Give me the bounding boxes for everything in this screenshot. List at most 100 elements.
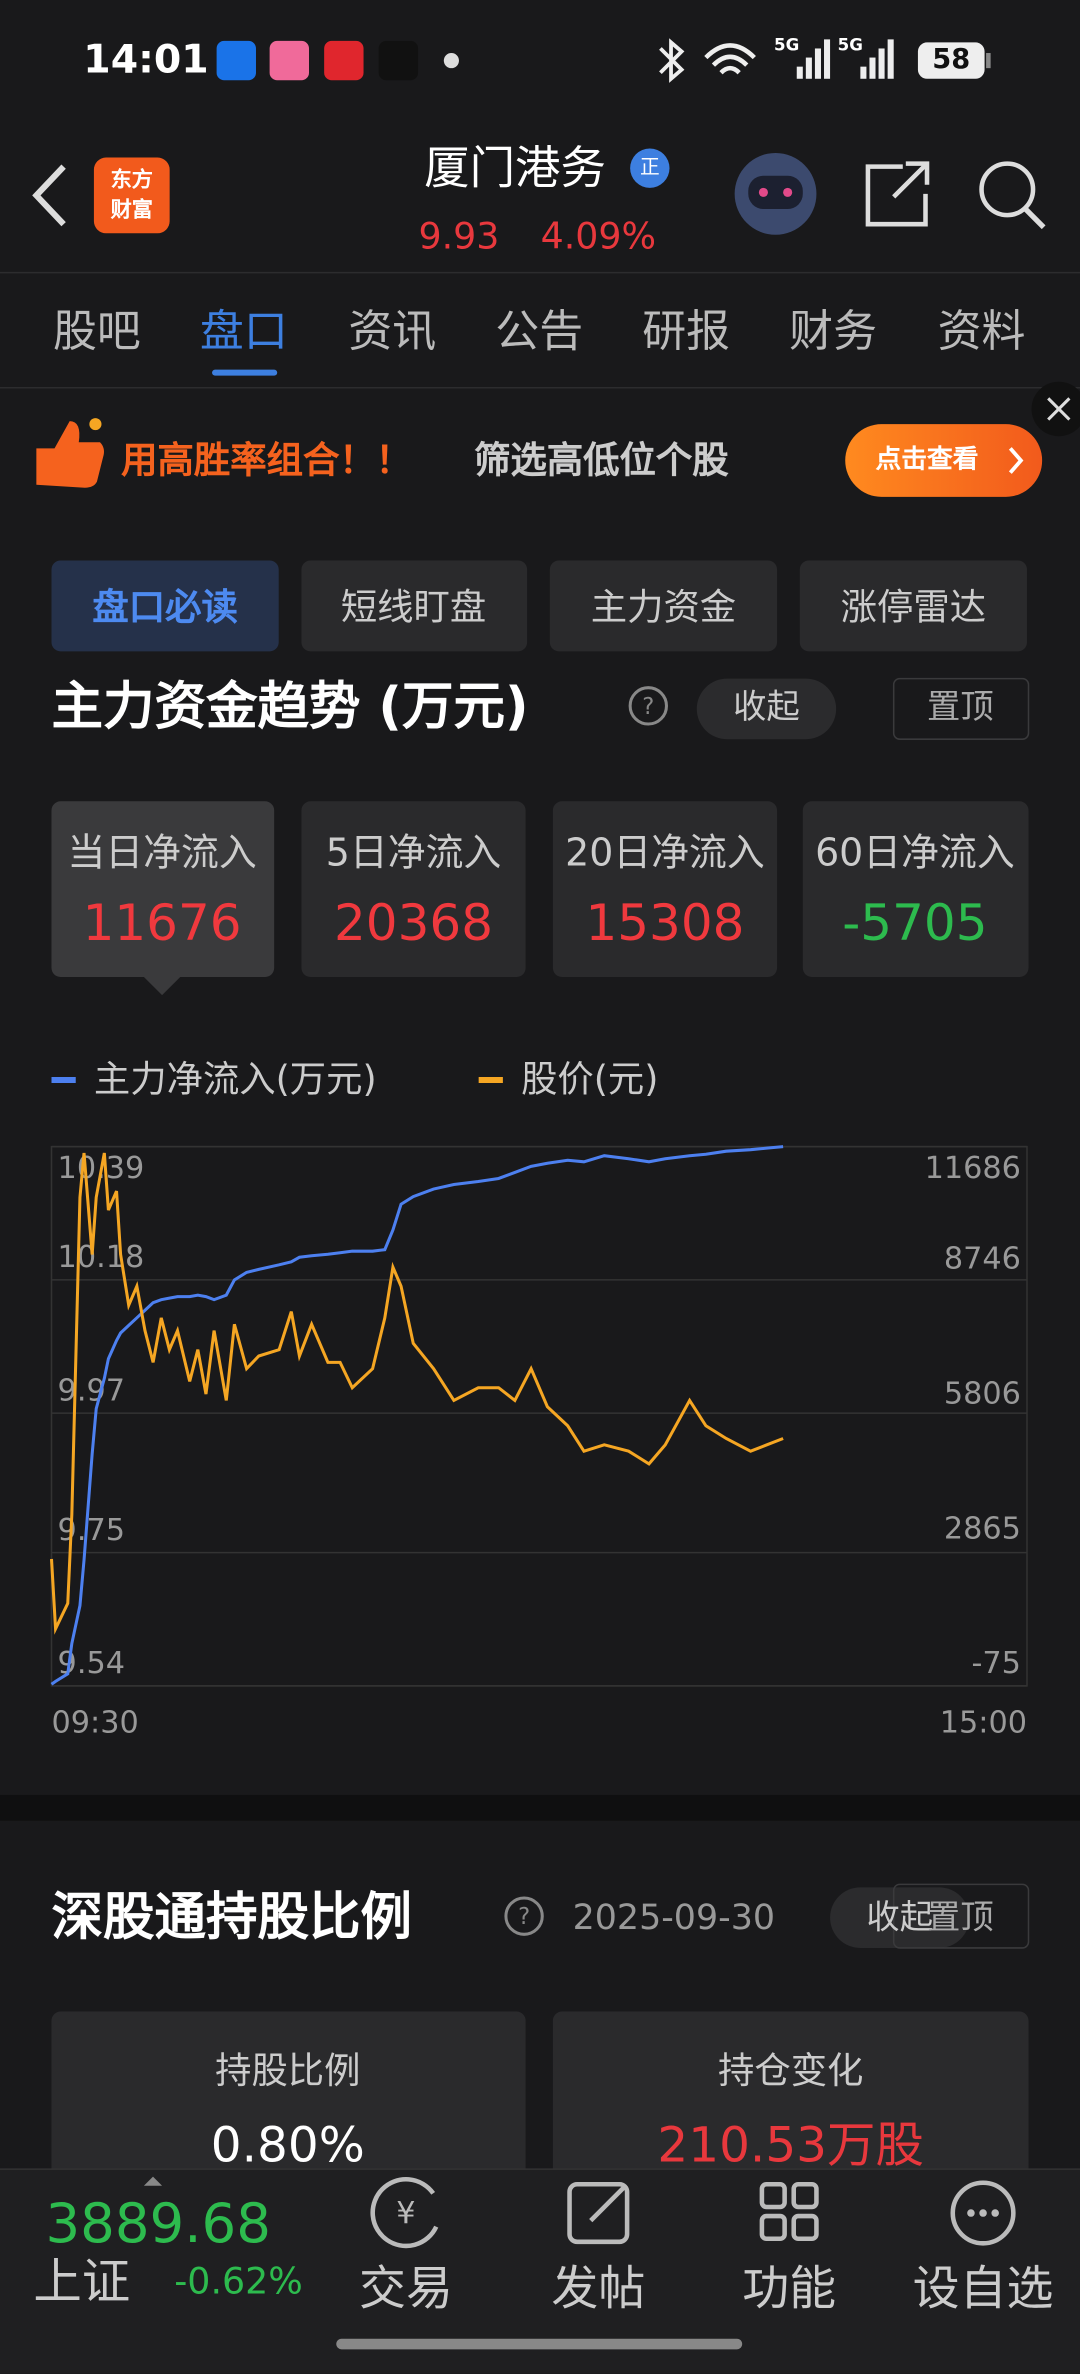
tab[interactable]: 资料 — [937, 305, 1026, 357]
card-label: 持仓变化 — [717, 2049, 864, 2092]
card-bg[interactable] — [301, 801, 526, 978]
back-button[interactable] — [32, 164, 66, 227]
battery-tip — [986, 53, 991, 69]
collapse-button[interactable] — [696, 678, 837, 740]
index-name[interactable]: 上证 — [33, 2252, 131, 2310]
plot-frame — [50, 1145, 1028, 1687]
y-tick-label: 10.18 — [58, 1240, 145, 1275]
subtab[interactable]: 主力资金 — [590, 586, 737, 629]
tab[interactable]: 财务 — [789, 305, 878, 357]
pin-button[interactable] — [892, 1883, 1030, 1949]
subtab-bg[interactable] — [799, 560, 1027, 652]
card-value: 11676 — [82, 892, 242, 953]
avatar-eye — [783, 187, 793, 197]
battery-icon — [917, 42, 985, 79]
chevron — [1008, 447, 1024, 474]
card-label: 持股比例 — [215, 2049, 361, 2092]
svg-text:¥: ¥ — [396, 2196, 415, 2231]
avatar-face — [748, 175, 803, 210]
help-icon[interactable] — [628, 686, 668, 726]
bottom-icons: ¥ — [370, 2177, 1016, 2249]
search-handle — [1023, 207, 1046, 230]
tab-active[interactable]: 盘口 — [199, 305, 288, 357]
fund-chart: 9.549.759.9710.1810.39-75286558068746116… — [49, 1058, 1028, 1740]
pin-label[interactable]: 置顶 — [927, 1899, 994, 1938]
help-mark: ? — [642, 694, 654, 720]
card-label: 当日净流入 — [67, 830, 257, 875]
subtab[interactable]: 涨停雷达 — [840, 586, 987, 629]
card-bg — [552, 2011, 1029, 2209]
pin-label[interactable]: 置顶 — [927, 689, 994, 728]
collapse-button[interactable] — [830, 1887, 970, 1948]
x-tick-label: 15:00 — [940, 1705, 1027, 1740]
signal-icon — [796, 39, 894, 79]
subtab-bg[interactable] — [301, 560, 528, 652]
help-icon[interactable] — [504, 1896, 544, 1936]
banner-button[interactable] — [845, 424, 1043, 497]
y2-tick-label: 11686 — [925, 1151, 1021, 1186]
subtab-bg[interactable] — [51, 560, 279, 652]
nav-item[interactable]: 功能 — [742, 2262, 837, 2317]
collapse-label[interactable]: 收起 — [866, 1899, 934, 1938]
card-bg[interactable] — [802, 801, 1029, 978]
card-label: 60日净流入 — [815, 830, 1015, 875]
y-tick-label: 9.75 — [58, 1513, 125, 1548]
app-icon — [378, 40, 419, 81]
stock-price: 9.93 — [418, 215, 500, 258]
subtab[interactable]: 短线盯盘 — [340, 586, 487, 629]
banner-text: 筛选高低位个股 — [474, 439, 729, 482]
app-icon — [216, 40, 256, 81]
subtab-active[interactable]: 盘口必读 — [92, 586, 238, 629]
active-tab-underline — [212, 369, 278, 376]
bluetooth-icon — [659, 38, 685, 83]
expand-caret[interactable] — [143, 2176, 163, 2186]
legend-label: 主力净流入(万元) — [94, 1058, 377, 1101]
banner-button-text[interactable]: 点击查看 — [875, 444, 979, 475]
card-value: 210.53万股 — [657, 2116, 924, 2174]
card-value: -5705 — [842, 892, 988, 953]
card-value: 0.80% — [210, 2116, 365, 2174]
y-tick-label: 9.97 — [58, 1373, 125, 1408]
status-time: 14:01 — [83, 37, 209, 84]
card-bg-active[interactable] — [51, 801, 275, 978]
y2-tick-label: 2865 — [944, 1511, 1021, 1546]
stock-name: 厦门港务 — [424, 142, 606, 196]
thumbs-up-icon — [36, 421, 105, 488]
tab[interactable]: 公告 — [495, 305, 584, 357]
card-bg[interactable] — [552, 801, 778, 978]
card-value: 15308 — [585, 892, 745, 953]
tab[interactable]: 资讯 — [348, 305, 437, 357]
pin-button[interactable] — [892, 677, 1030, 740]
card-bg — [51, 2011, 526, 2209]
section-date: 2025-09-30 — [572, 1898, 776, 1939]
close-button[interactable] — [1031, 381, 1080, 437]
collapse-label[interactable]: 收起 — [733, 689, 800, 728]
nav-item[interactable]: 发帖 — [551, 2262, 646, 2317]
subtab-bg[interactable] — [549, 560, 778, 652]
index-value[interactable]: 3889.68 — [45, 2193, 271, 2256]
legend-label: 股价(元) — [521, 1058, 658, 1101]
logo-text: 东方 — [110, 168, 153, 193]
index-change[interactable]: -0.62% — [174, 2259, 303, 2303]
signal-label: 5G — [837, 35, 863, 56]
card-value: 20368 — [334, 892, 494, 953]
section-title: 主力资金趋势 (万元) — [51, 677, 529, 738]
tab[interactable]: 研报 — [642, 305, 731, 357]
app-icon — [269, 40, 310, 81]
nav-item[interactable]: 交易 — [358, 2262, 453, 2317]
y2-tick-label: 5806 — [944, 1377, 1021, 1412]
search-button[interactable] — [979, 161, 1036, 218]
wifi-icon — [704, 43, 756, 75]
tab[interactable]: 股吧 — [53, 305, 141, 357]
y2-tick-label: -75 — [971, 1646, 1020, 1681]
section-gap — [0, 1794, 1080, 1821]
nav-item[interactable]: 设自选 — [912, 2262, 1054, 2317]
card-label: 5日净流入 — [325, 830, 502, 875]
share-button[interactable] — [865, 161, 930, 227]
app-icon — [324, 40, 364, 81]
x-tick-label: 09:30 — [52, 1705, 139, 1740]
logo-text: 财富 — [110, 198, 153, 223]
